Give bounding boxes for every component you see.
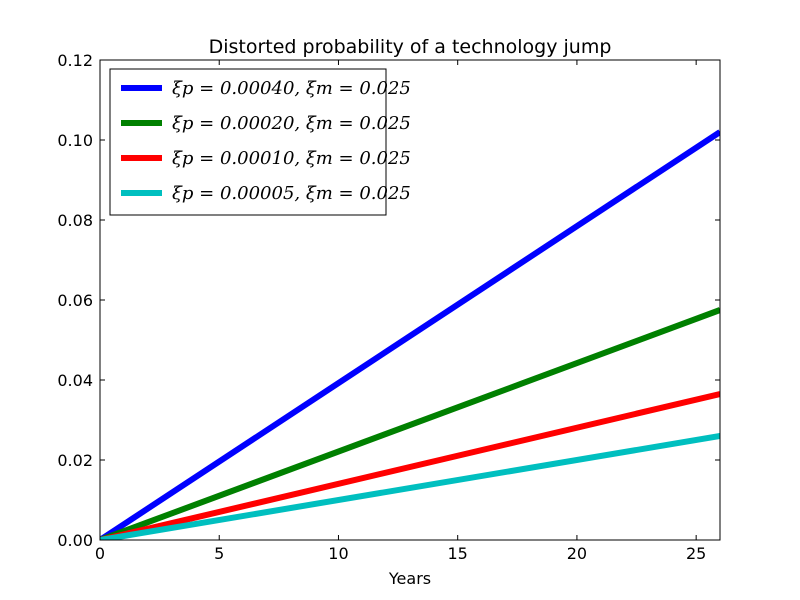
series-line-1 xyxy=(100,129,720,540)
legend-label-4: ξp = 0.00005, ξm = 0.025 xyxy=(172,183,411,204)
y-tick-label: 0.02 xyxy=(57,451,93,470)
legend-label-3: ξp = 0.00010, ξm = 0.025 xyxy=(172,148,411,169)
y-tick-label: 0.00 xyxy=(57,531,93,550)
x-tick-label: 0 xyxy=(95,544,105,563)
y-tick-label: 0.08 xyxy=(57,211,93,230)
series-line-4 xyxy=(100,433,720,540)
y-tick-label: 0.12 xyxy=(57,51,93,70)
x-tick-label: 25 xyxy=(686,544,706,563)
legend-label-2: ξp = 0.00020, ξm = 0.025 xyxy=(172,113,411,134)
y-tick-label: 0.04 xyxy=(57,371,93,390)
series-line-3 xyxy=(100,391,720,540)
x-axis-label: Years xyxy=(388,569,431,588)
legend-label-1: ξp = 0.00040, ξm = 0.025 xyxy=(172,78,411,99)
y-tick-label: 0.10 xyxy=(57,131,93,150)
x-tick-label: 10 xyxy=(328,544,348,563)
y-tick-label: 0.06 xyxy=(57,291,93,310)
series-line-2 xyxy=(100,307,720,540)
x-tick-label: 20 xyxy=(567,544,587,563)
chart-title: Distorted probability of a technology ju… xyxy=(209,36,612,58)
legend: ξp = 0.00040, ξm = 0.025 ξp = 0.00020, ξm… xyxy=(109,68,411,216)
x-tick-label: 5 xyxy=(214,544,224,563)
x-tick-label: 15 xyxy=(448,544,468,563)
